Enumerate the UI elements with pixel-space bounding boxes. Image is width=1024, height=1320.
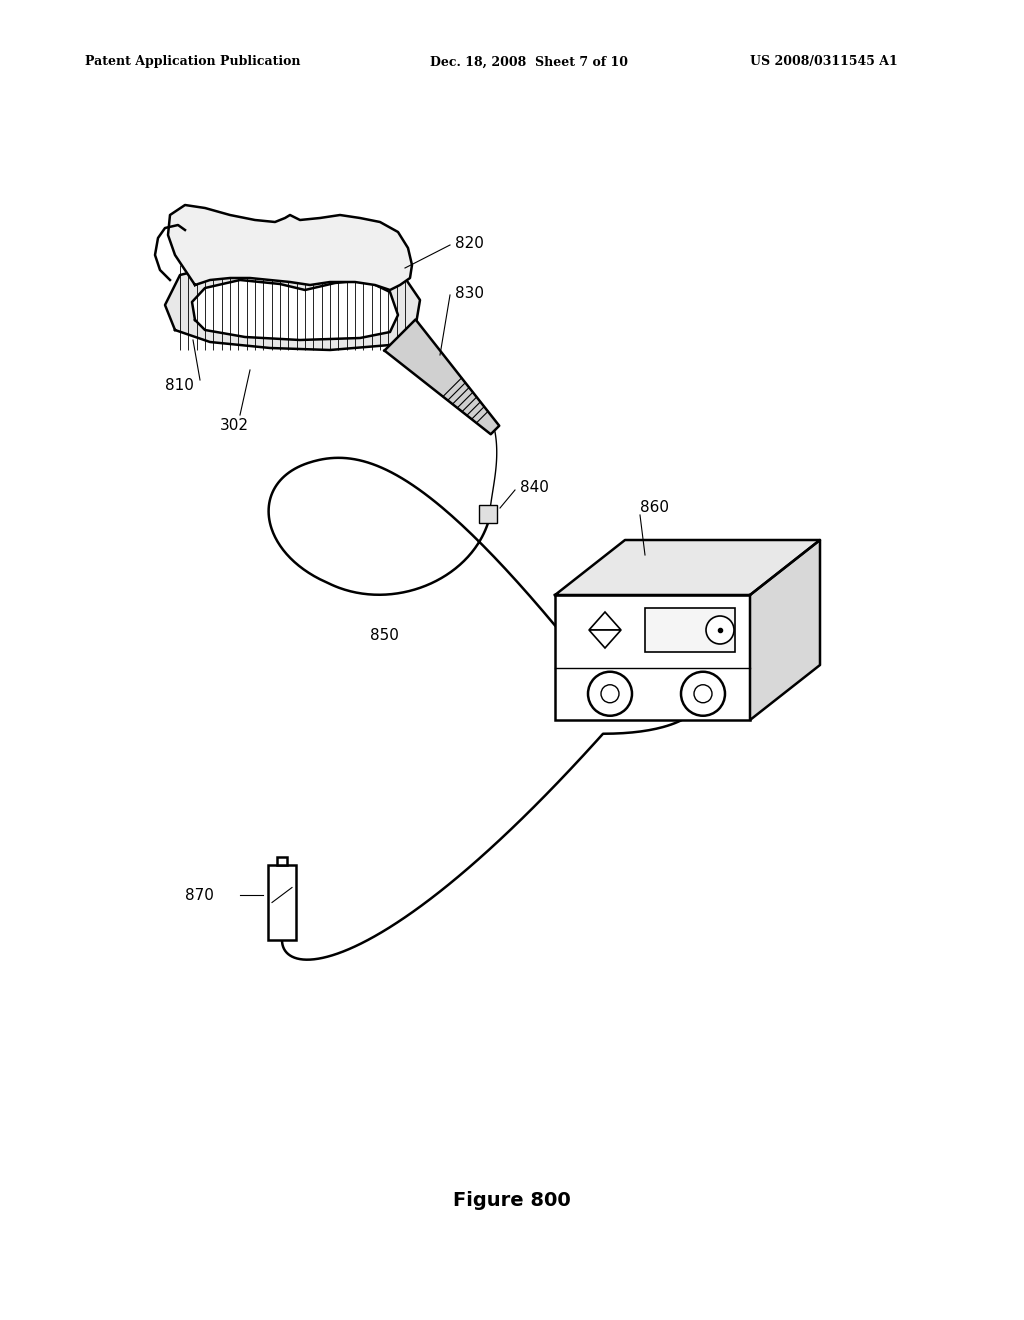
Text: Patent Application Publication: Patent Application Publication <box>85 55 300 69</box>
Circle shape <box>681 672 725 715</box>
Polygon shape <box>165 265 420 350</box>
Polygon shape <box>589 630 621 648</box>
Text: 820: 820 <box>455 235 484 251</box>
Text: Figure 800: Figure 800 <box>454 1191 570 1209</box>
Bar <box>555 595 750 719</box>
Circle shape <box>694 685 712 702</box>
Bar <box>278 857 287 865</box>
Polygon shape <box>384 319 500 434</box>
Polygon shape <box>750 540 820 719</box>
Text: 870: 870 <box>185 887 214 903</box>
Text: 850: 850 <box>370 627 399 643</box>
Bar <box>479 506 497 523</box>
Text: 302: 302 <box>220 417 249 433</box>
Text: 830: 830 <box>455 285 484 301</box>
Circle shape <box>706 616 734 644</box>
Circle shape <box>588 672 632 715</box>
Text: US 2008/0311545 A1: US 2008/0311545 A1 <box>750 55 898 69</box>
Text: 840: 840 <box>520 480 549 495</box>
Polygon shape <box>193 280 398 341</box>
Polygon shape <box>589 612 621 630</box>
Text: 810: 810 <box>165 378 194 392</box>
Text: Dec. 18, 2008  Sheet 7 of 10: Dec. 18, 2008 Sheet 7 of 10 <box>430 55 628 69</box>
Bar <box>645 609 735 652</box>
Text: 860: 860 <box>640 500 669 516</box>
Circle shape <box>601 685 618 702</box>
Bar <box>268 865 296 940</box>
Polygon shape <box>168 205 412 290</box>
Polygon shape <box>555 540 820 595</box>
